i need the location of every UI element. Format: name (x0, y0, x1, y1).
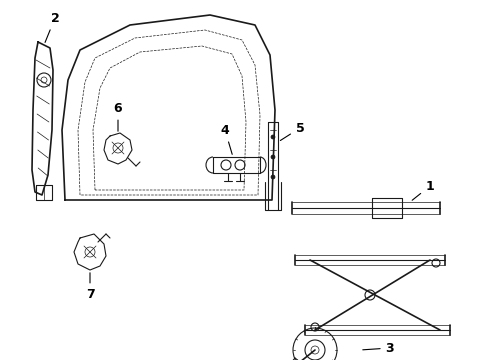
Text: 7: 7 (86, 273, 95, 302)
Circle shape (271, 175, 275, 179)
Text: 4: 4 (220, 123, 232, 154)
Text: 3: 3 (363, 342, 394, 355)
Text: 2: 2 (45, 12, 59, 42)
Circle shape (271, 135, 275, 139)
Text: 1: 1 (412, 180, 434, 200)
Text: 5: 5 (280, 122, 304, 140)
Circle shape (271, 155, 275, 159)
Text: 6: 6 (114, 102, 122, 131)
